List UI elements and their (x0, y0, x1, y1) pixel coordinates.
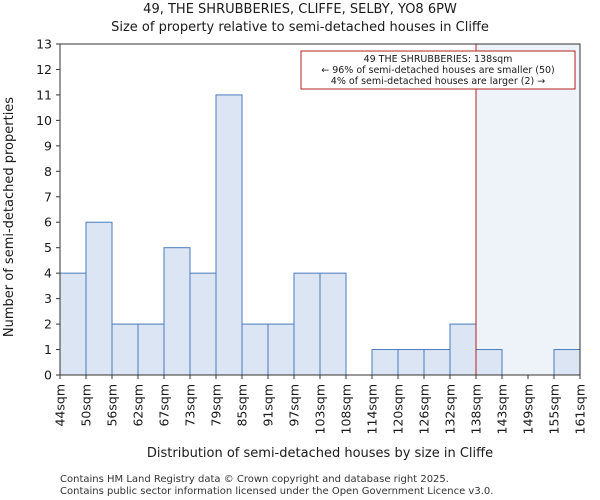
bar-85sqm (241, 323, 269, 376)
y-tick-label-9: 9 (44, 138, 52, 153)
x-tick-label-67sqm: 67sqm (157, 384, 172, 427)
chart-subtitle: Size of property relative to semi-detach… (111, 20, 489, 35)
bar-155sqm (553, 349, 581, 376)
bar-120sqm (397, 349, 425, 376)
bar-50sqm (85, 221, 113, 376)
footer-line-2: Contains public sector information licen… (60, 486, 493, 497)
x-tick-label-85sqm: 85sqm (235, 384, 250, 427)
x-tick-label-62sqm: 62sqm (131, 384, 146, 427)
annotation-line-1: 49 THE SHRUBBERIES: 138sqm (364, 54, 513, 65)
x-tick-label-155sqm: 155sqm (547, 384, 562, 434)
annotation-frame (300, 50, 576, 90)
highlight-region (476, 44, 580, 375)
annotation-box: 49 THE SHRUBBERIES: 138sqm ← 96% of semi… (300, 50, 576, 90)
x-tick-label-97sqm: 97sqm (287, 384, 302, 427)
bar-79sqm (215, 94, 243, 376)
bar-97sqm (293, 272, 321, 376)
x-tick-label-132sqm: 132sqm (443, 384, 458, 434)
x-axis: 44sqm 50sqm 56sqm 62sqm 67sqm 73sqm 79sqm 85sqm… (53, 375, 588, 434)
y-tick-label-2: 2 (44, 317, 52, 332)
y-tick-label-10: 10 (36, 113, 52, 128)
y-tick-label-6: 6 (44, 215, 52, 230)
y-axis-label: Number of semi-detached properties (2, 97, 17, 337)
bar-67sqm (163, 247, 191, 376)
x-tick-label-126sqm: 126sqm (417, 384, 432, 434)
annotation-line-2: ← 96% of semi-detached houses are smalle… (321, 65, 555, 76)
y-tick-label-12: 12 (36, 62, 52, 77)
bar-114sqm (371, 349, 399, 376)
y-tick-label-8: 8 (44, 164, 52, 179)
x-tick-label-114sqm: 114sqm (365, 384, 380, 434)
x-tick-label-108sqm: 108sqm (339, 384, 354, 434)
bars-group (59, 94, 581, 376)
bar-103sqm (319, 272, 347, 376)
y-tick-label-11: 11 (36, 87, 52, 102)
y-tick-label-0: 0 (44, 368, 52, 383)
x-tick-label-79sqm: 79sqm (209, 384, 224, 427)
bar-56sqm (111, 323, 139, 376)
y-tick-label-1: 1 (44, 342, 52, 357)
bar-91sqm (267, 323, 295, 376)
footer-line-1: Contains HM Land Registry data © Crown c… (60, 474, 449, 485)
bar-62sqm (137, 323, 165, 376)
y-tick-label-7: 7 (44, 189, 52, 204)
x-tick-label-161sqm: 161sqm (573, 384, 588, 434)
x-tick-label-149sqm: 149sqm (521, 384, 536, 434)
y-tick-label-4: 4 (44, 266, 52, 281)
y-tick-label-13: 13 (36, 37, 52, 52)
y-tick-label-5: 5 (44, 240, 52, 255)
bar-126sqm (423, 349, 451, 376)
x-tick-label-120sqm: 120sqm (391, 384, 406, 434)
x-tick-label-91sqm: 91sqm (261, 384, 276, 427)
chart-title: 49, THE SHRUBBERIES, CLIFFE, SELBY, YO8 … (143, 2, 457, 17)
y-tick-label-3: 3 (44, 291, 52, 306)
x-tick-label-138sqm: 138sqm (469, 384, 484, 434)
x-tick-label-56sqm: 56sqm (105, 384, 120, 427)
annotation-line-3: 4% of semi-detached houses are larger (2… (331, 76, 545, 87)
bar-132sqm (449, 323, 477, 376)
x-tick-label-44sqm: 44sqm (53, 384, 68, 427)
x-tick-label-143sqm: 143sqm (495, 384, 510, 434)
x-tick-label-103sqm: 103sqm (313, 384, 328, 434)
x-tick-label-50sqm: 50sqm (79, 384, 94, 427)
x-axis-label: Distribution of semi-detached houses by … (147, 446, 493, 461)
bar-138sqm (475, 349, 503, 376)
bar-73sqm (189, 272, 217, 376)
bar-44sqm (59, 272, 87, 376)
x-tick-label-73sqm: 73sqm (183, 384, 198, 427)
